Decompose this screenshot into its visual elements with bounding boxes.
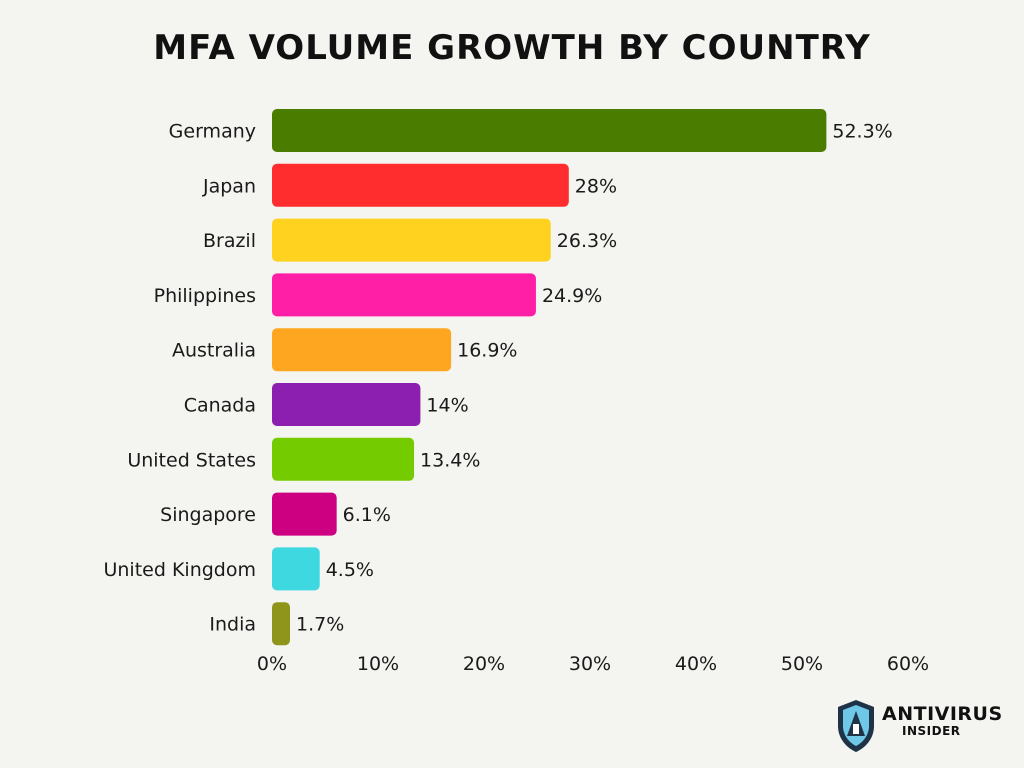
value-label: 16.9%: [457, 340, 517, 362]
value-label: 52.3%: [832, 121, 892, 143]
x-tick-label: 10%: [357, 653, 399, 675]
value-label: 14%: [426, 395, 468, 417]
logo-subtitle: INSIDER: [902, 724, 961, 738]
category-label: Canada: [184, 395, 256, 417]
x-tick-label: 60%: [887, 653, 929, 675]
value-label: 24.9%: [542, 285, 602, 307]
bar-canada: [272, 383, 420, 426]
logo-wordmark: ANTIVIRUS: [882, 704, 1003, 724]
value-label: 4.5%: [326, 559, 374, 581]
category-label: United States: [127, 449, 256, 471]
category-label: Brazil: [203, 230, 256, 252]
value-label: 6.1%: [343, 504, 391, 526]
category-label: India: [209, 614, 256, 636]
bar-india: [272, 602, 290, 645]
bar-united-kingdom: [272, 547, 320, 590]
antivirus-insider-logo: ANTIVIRUS INSIDER: [834, 698, 994, 754]
value-label: 1.7%: [296, 614, 344, 636]
category-label: Australia: [172, 340, 256, 362]
x-tick-label: 40%: [675, 653, 717, 675]
bar-united-states: [272, 438, 414, 481]
category-label: United Kingdom: [103, 559, 256, 581]
bar-australia: [272, 328, 451, 371]
value-label: 28%: [575, 175, 617, 197]
bar-japan: [272, 164, 569, 207]
category-label: Philippines: [154, 285, 256, 307]
bar-singapore: [272, 493, 337, 536]
x-tick-label: 50%: [781, 653, 823, 675]
x-tick-label: 20%: [463, 653, 505, 675]
x-tick-label: 0%: [257, 653, 287, 675]
bar-germany: [272, 109, 826, 152]
x-tick-label: 30%: [569, 653, 611, 675]
bar-brazil: [272, 219, 551, 262]
category-label: Singapore: [160, 504, 256, 526]
category-label: Germany: [169, 121, 256, 143]
shield-icon: [834, 698, 878, 754]
value-label: 26.3%: [557, 230, 617, 252]
bar-philippines: [272, 273, 536, 316]
value-label: 13.4%: [420, 449, 480, 471]
category-label: Japan: [202, 175, 256, 197]
